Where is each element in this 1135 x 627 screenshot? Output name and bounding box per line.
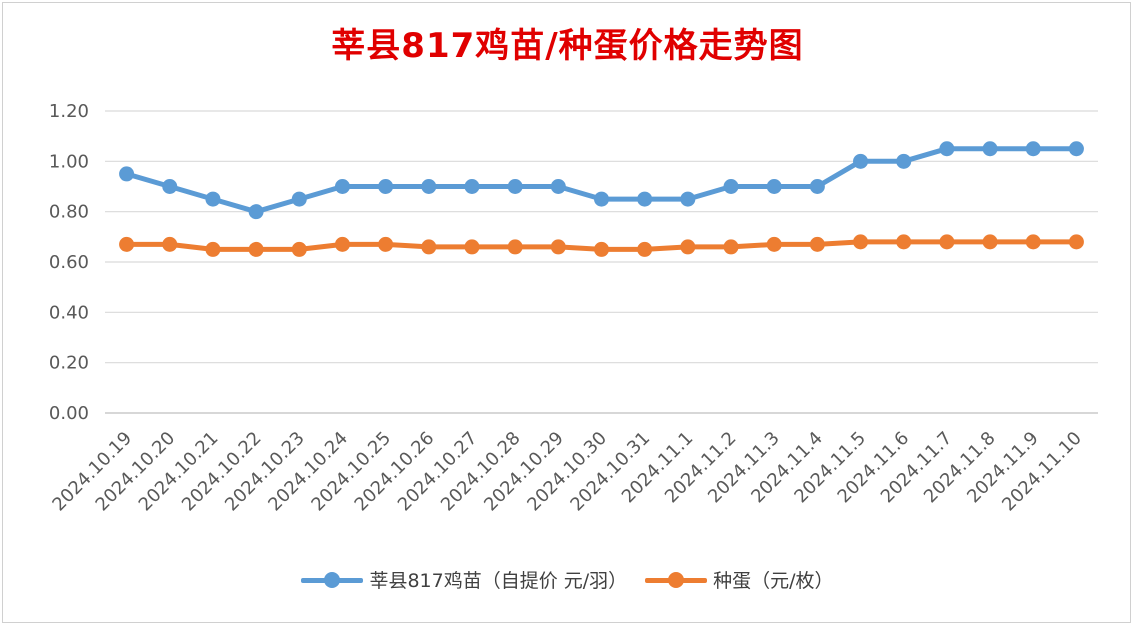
data-point-1: [378, 236, 394, 252]
data-point-0: [205, 191, 221, 207]
data-point-1: [680, 239, 696, 255]
data-point-0: [119, 166, 135, 182]
data-point-1: [550, 239, 566, 255]
y-tick-label: 1.00: [49, 151, 89, 172]
data-point-1: [421, 239, 437, 255]
data-point-0: [378, 179, 394, 194]
data-point-1: [809, 236, 825, 252]
data-point-0: [550, 179, 566, 194]
legend-swatch-chick: [301, 570, 364, 590]
data-point-1: [1068, 234, 1084, 250]
data-point-0: [421, 179, 437, 194]
data-point-0: [982, 141, 998, 157]
y-tick-label: 0.80: [49, 202, 89, 223]
data-point-1: [464, 239, 480, 255]
legend-item-chick: 莘县817鸡苗（自提价 元/羽）: [301, 566, 627, 593]
data-point-0: [291, 191, 307, 207]
y-tick-label: 1.20: [49, 101, 89, 122]
legend-label-chick: 莘县817鸡苗（自提价 元/羽）: [369, 570, 628, 592]
data-point-0: [723, 179, 739, 194]
data-point-0: [1025, 141, 1041, 157]
data-point-0: [853, 153, 869, 169]
data-point-1: [162, 236, 178, 252]
legend-swatch-egg: [645, 570, 708, 590]
chart-title: 莘县817鸡苗/种蛋价格走势图: [331, 26, 804, 66]
y-tick-label: 0.40: [49, 302, 89, 323]
y-tick-label: 0.60: [49, 252, 89, 273]
data-point-1: [291, 241, 307, 257]
y-tick-label: 0.20: [49, 353, 89, 374]
data-point-0: [1068, 141, 1084, 157]
data-point-1: [637, 241, 653, 257]
chart-legend: 莘县817鸡苗（自提价 元/羽） 种蛋（元/枚）: [0, 566, 1135, 593]
data-point-1: [723, 239, 739, 255]
data-point-1: [594, 241, 609, 257]
data-point-0: [766, 179, 782, 194]
data-point-0: [334, 179, 350, 194]
data-point-1: [766, 236, 782, 252]
legend-item-egg: 种蛋（元/枚）: [645, 566, 834, 593]
data-point-1: [205, 241, 221, 257]
data-point-1: [334, 236, 350, 252]
data-point-0: [896, 153, 912, 169]
data-point-0: [464, 179, 480, 194]
data-point-0: [248, 204, 264, 220]
data-point-0: [594, 191, 609, 207]
y-tick-label: 0.00: [49, 403, 89, 424]
data-point-0: [507, 179, 523, 194]
data-point-1: [982, 234, 998, 250]
data-point-1: [248, 241, 264, 257]
data-point-0: [162, 179, 178, 194]
data-point-0: [637, 191, 653, 207]
data-point-0: [809, 179, 825, 194]
data-point-1: [896, 234, 912, 250]
data-point-1: [939, 234, 955, 250]
data-point-1: [1025, 234, 1041, 250]
data-point-1: [119, 236, 135, 252]
data-point-1: [853, 234, 869, 250]
data-point-1: [507, 239, 523, 255]
legend-label-egg: 种蛋（元/枚）: [713, 570, 834, 592]
data-point-0: [939, 141, 955, 157]
data-point-0: [680, 191, 696, 207]
